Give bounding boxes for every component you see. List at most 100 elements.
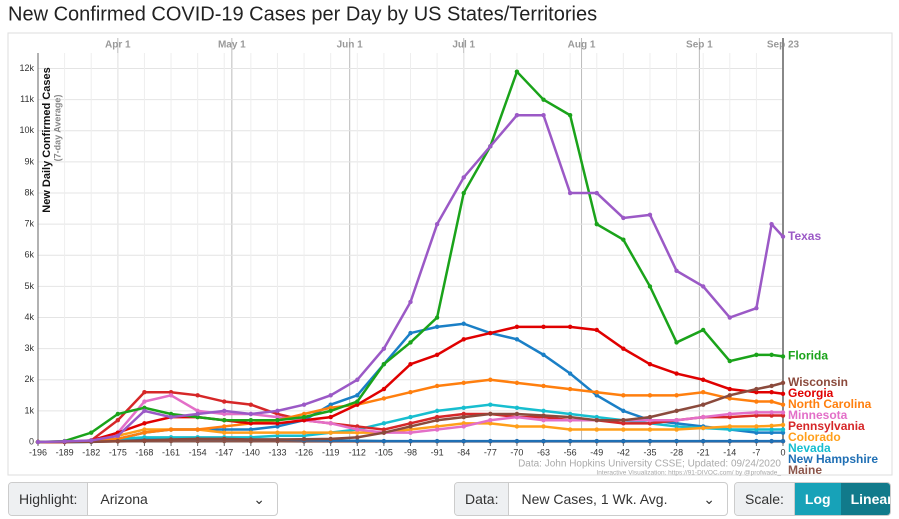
data-point: [647, 393, 653, 398]
data-point: [567, 427, 573, 432]
x-tick-label: -196: [29, 447, 47, 457]
highlight-control[interactable]: Highlight: Arizona ⌄: [8, 482, 278, 516]
data-point: [674, 421, 679, 426]
data-point: [328, 436, 333, 442]
data-point: [754, 390, 759, 395]
credit: Interactive Visualization: https://91-DI…: [596, 470, 781, 477]
data-point: [514, 380, 520, 386]
data-point: [434, 315, 440, 320]
data-point: [222, 408, 227, 414]
data-point: [541, 352, 546, 358]
chevron: ⌄: [253, 490, 265, 507]
x-tick-label: -21: [697, 447, 710, 457]
data-point: [328, 402, 333, 407]
data-point: [541, 113, 546, 118]
data-point: [301, 402, 307, 407]
data-point: [754, 413, 759, 418]
data-point: [461, 405, 466, 410]
data-point: [700, 377, 706, 382]
data-point: [142, 421, 147, 426]
data-point: [727, 424, 732, 429]
series-line: [38, 378, 784, 444]
data-point: [142, 427, 147, 432]
series-line: [38, 381, 784, 444]
data-point: [461, 380, 466, 386]
data-point: [35, 439, 41, 445]
data-point: [355, 424, 360, 429]
data-point: [222, 436, 227, 442]
data-control[interactable]: Data: New Cases, 1 Wk. Avg. ⌄: [454, 482, 728, 516]
data-point: [594, 427, 599, 432]
data-point: [488, 421, 493, 426]
data-point: [222, 424, 227, 429]
data-point: [541, 97, 546, 102]
data-point: [754, 410, 759, 415]
x-tick-label: -168: [135, 447, 153, 457]
data-point: [195, 393, 200, 398]
data-point: [621, 427, 626, 432]
data-point: [621, 418, 626, 423]
scale-button[interactable]: Linear: [840, 483, 890, 515]
data-point: [301, 436, 307, 442]
label: Scale:: [735, 483, 795, 515]
data-point: [168, 437, 174, 442]
chart-title: New Confirmed COVID-19 Cases per Day by …: [8, 3, 597, 25]
data-point: [461, 411, 466, 417]
data-point: [328, 405, 333, 410]
x-tick-label: -28: [670, 447, 683, 457]
data-point: [275, 437, 280, 442]
date-tick-label: Apr 1: [105, 40, 131, 51]
data-point: [461, 421, 466, 426]
select[interactable]: Arizona ⌄: [88, 491, 277, 508]
date-tick-label: Jul 1: [452, 40, 475, 51]
data-point: [514, 324, 520, 330]
controls: Highlight: Arizona ⌄ Data: New Cases, 1 W…: [8, 482, 892, 516]
scale-button[interactable]: Log: [794, 483, 841, 515]
select[interactable]: New Cases, 1 Wk. Avg. ⌄: [509, 491, 727, 508]
data-point: [621, 438, 626, 444]
data-point: [168, 427, 174, 432]
data-point: [674, 424, 679, 429]
data-point: [275, 421, 280, 426]
data-point: [769, 383, 774, 389]
y-tick-label: 5k: [24, 281, 34, 291]
data-point: [408, 427, 413, 432]
date-tick-label: Aug 1: [568, 40, 596, 51]
data-point: [461, 321, 466, 326]
data-point: [754, 399, 759, 404]
series-label: Pennsylvania: [788, 419, 865, 433]
data-point: [461, 414, 466, 420]
data-point: [647, 438, 653, 444]
data-point: [328, 414, 333, 420]
data-point: [674, 371, 679, 376]
data-point: [594, 221, 599, 227]
data-point: [514, 113, 520, 118]
data-point: [780, 234, 786, 239]
x-tick-label: -182: [82, 447, 100, 457]
data-point: [195, 408, 200, 414]
data-point: [275, 418, 280, 423]
data-point: [434, 383, 440, 389]
data-point: [461, 424, 466, 429]
data-point: [275, 424, 280, 429]
data-point: [142, 430, 147, 435]
data-point: [142, 408, 147, 414]
x-tick-label: -35: [643, 447, 656, 457]
data-point: [488, 438, 493, 444]
data-point: [594, 418, 599, 423]
data-point: [355, 399, 360, 404]
y-tick-label: 12k: [19, 63, 34, 73]
data-point: [567, 324, 573, 330]
series-line: [38, 393, 783, 444]
data-point: [301, 411, 307, 417]
data-point: [488, 330, 493, 336]
data-point: [408, 362, 413, 367]
data-point: [700, 390, 706, 395]
data-point: [248, 430, 254, 435]
data-point: [408, 421, 413, 426]
data-point: [168, 414, 174, 420]
series-label: Wisconsin: [788, 375, 848, 389]
data-point: [248, 411, 254, 417]
x-tick-label: -42: [617, 447, 630, 457]
data-point: [674, 340, 679, 345]
